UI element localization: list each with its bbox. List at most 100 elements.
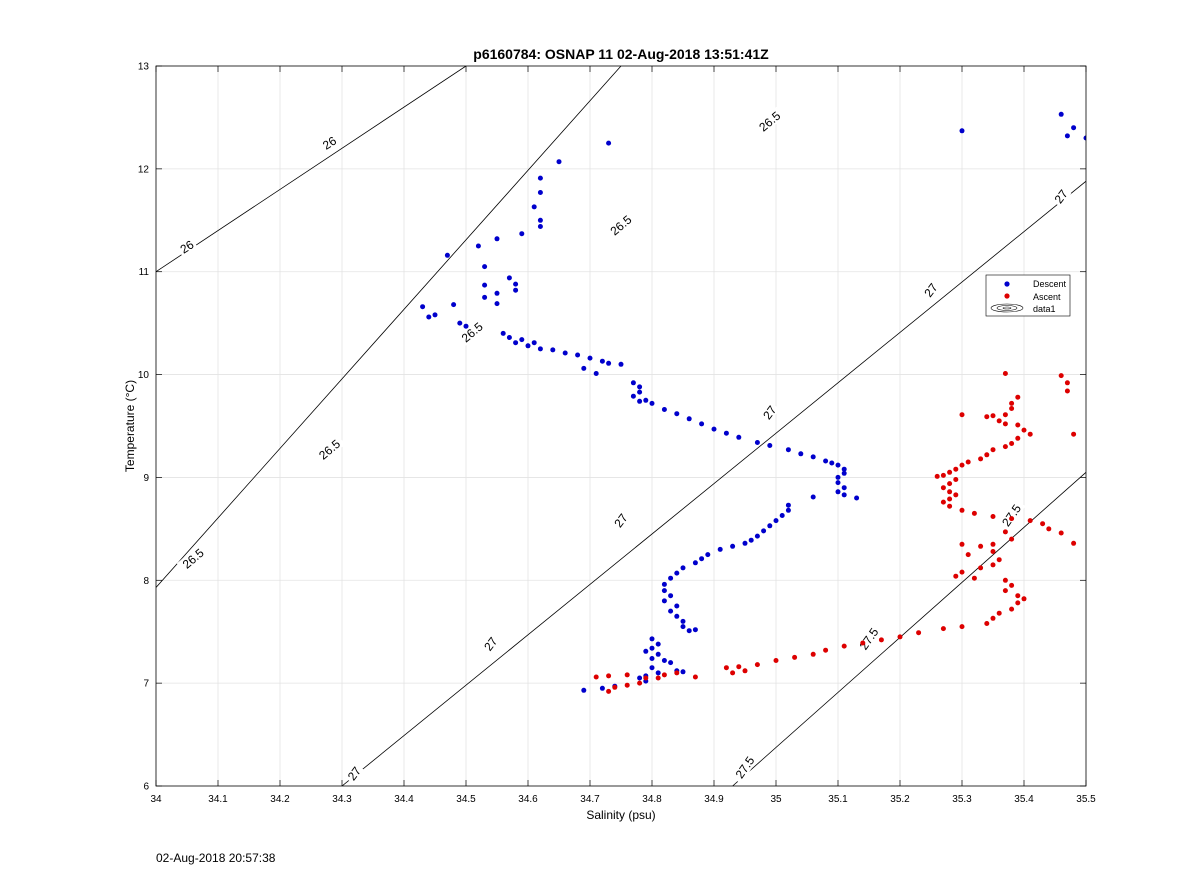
descent-point: [587, 355, 593, 361]
descent-point: [630, 380, 636, 386]
descent-point: [835, 489, 841, 495]
descent-point: [680, 618, 686, 624]
ascent-point: [754, 662, 760, 668]
ascent-point: [661, 672, 667, 678]
descent-point: [748, 537, 754, 543]
descent-point: [513, 340, 519, 346]
ascent-point: [1015, 600, 1021, 606]
descent-point: [668, 660, 674, 666]
x-tick-label: 34.7: [580, 794, 600, 805]
y-tick-label: 9: [143, 473, 149, 484]
ascent-point: [1002, 371, 1008, 376]
descent-point: [841, 485, 847, 491]
descent-point: [661, 581, 667, 587]
x-tick-label: 35.2: [890, 794, 910, 805]
descent-point: [531, 204, 537, 210]
contour-label: 26: [318, 132, 341, 153]
y-axis-label: Temperature (°C): [123, 380, 137, 472]
ascent-point: [959, 624, 965, 630]
ascent-point: [990, 447, 996, 453]
ascent-point: [916, 630, 922, 636]
legend-ascent-label: Ascent: [1033, 292, 1061, 302]
descent-point: [742, 540, 748, 546]
ascent-point: [1027, 518, 1033, 524]
descent-point: [494, 301, 500, 307]
contour-label: 27: [1050, 185, 1072, 208]
descent-point: [531, 340, 537, 346]
ascent-point: [1015, 593, 1021, 599]
footer-timestamp: 02-Aug-2018 20:57:38: [156, 851, 276, 865]
ascent-point: [606, 688, 612, 694]
ascent-point: [841, 643, 847, 649]
contour-label-background: [730, 750, 759, 784]
ascent-point: [860, 640, 866, 646]
descent-point: [575, 352, 581, 358]
descent-point: [823, 458, 829, 464]
contour-icon: [990, 303, 1024, 313]
descent-point: [637, 398, 643, 404]
descent-point: [494, 290, 500, 296]
y-tick-label: 6: [143, 782, 149, 793]
descent-point: [668, 593, 674, 599]
x-tick-label: 34.6: [518, 794, 538, 805]
descent-point: [420, 304, 426, 310]
y-tick-label: 7: [143, 679, 149, 690]
contour-label-background: [479, 632, 501, 655]
ascent-point: [773, 658, 779, 663]
axis-ticks: 34 34.1 34.2 34.3 34.4 34.5 34.6 34.7 34.8 34.9 35…: [138, 62, 1096, 806]
x-tick-label: 35.3: [952, 794, 972, 805]
ascent-point: [953, 477, 959, 482]
legend-descent-label: Descent: [1033, 279, 1067, 289]
descent-point: [649, 665, 655, 671]
x-tick-label: 34.5: [456, 794, 476, 805]
ascent-point: [1021, 596, 1027, 602]
descent-point: [451, 302, 457, 308]
ascent-point: [1058, 373, 1064, 379]
contour-label: 27: [479, 632, 501, 655]
contour-label-background: [854, 622, 883, 656]
contour-line-27: [341, 180, 1086, 786]
ascent-point: [1058, 530, 1064, 536]
descent-point: [537, 175, 543, 181]
descent-point: [699, 421, 705, 427]
y-tick-label: 13: [138, 62, 150, 73]
ascent-point: [1021, 427, 1027, 433]
ascent-point: [1009, 441, 1015, 446]
descent-point: [692, 560, 698, 566]
ascent-point: [959, 462, 965, 468]
ascent-point: [730, 670, 736, 676]
ascent-point: [1064, 380, 1070, 386]
x-tick-label: 35.4: [1014, 794, 1034, 805]
contour-label: 27: [758, 401, 780, 424]
descent-point: [649, 645, 655, 651]
descent-point: [686, 416, 692, 422]
legend-box: [985, 274, 1071, 317]
descent-point: [785, 507, 791, 513]
ascent-point: [1015, 394, 1021, 400]
descent-point: [686, 628, 692, 634]
descent-point: [444, 252, 450, 258]
x-tick-label: 34: [150, 794, 162, 805]
ascent-point: [1027, 431, 1033, 437]
descent-point: [785, 447, 791, 453]
ascent-point: [953, 466, 959, 472]
ascent-point: [1009, 516, 1015, 522]
ascent-point: [971, 510, 977, 516]
plot-area: [156, 66, 1086, 786]
ascent-point: [959, 507, 965, 513]
descent-point: [599, 358, 605, 364]
descent-point: [506, 335, 512, 340]
ascent-point: [947, 496, 953, 502]
contour-label-background: [604, 210, 637, 241]
series-descent: [420, 111, 1086, 693]
x-tick-label: 35: [770, 794, 782, 805]
descent-point: [1064, 133, 1070, 139]
contour-label-background: [920, 278, 942, 301]
ascent-point: [1009, 582, 1015, 588]
descent-point: [482, 282, 488, 288]
ascent-point: [736, 664, 742, 670]
contour-line-26-5: [156, 66, 622, 588]
descent-point: [785, 502, 791, 508]
descent-point: [655, 641, 661, 647]
